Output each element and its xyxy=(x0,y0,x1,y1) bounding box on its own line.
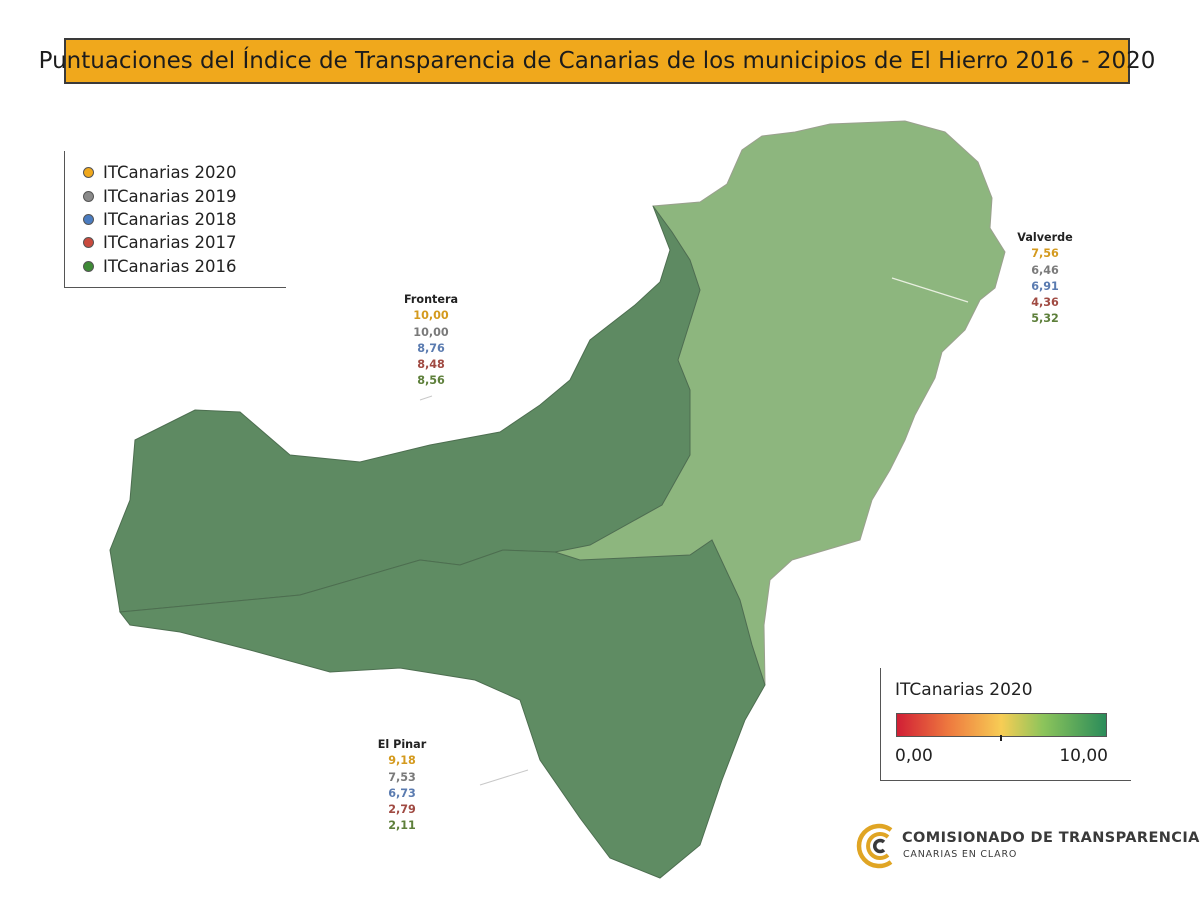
score-2019: 10,00 xyxy=(413,325,449,339)
score-2016: 5,32 xyxy=(1031,312,1059,326)
color-scale-title: ITCanarias 2020 xyxy=(895,680,1033,700)
legend-dot-icon xyxy=(83,260,94,272)
color-scale-min: 0,00 xyxy=(895,746,933,766)
map-title-text: Puntuaciones del Índice de Transparencia… xyxy=(38,48,1156,74)
legend-label: ITCanarias 2018 xyxy=(103,209,237,229)
color-scale-legend: ITCanarias 2020 0,00 10,00 xyxy=(880,668,1131,781)
legend-item-2019: ITCanarias 2019 xyxy=(83,184,286,207)
score-2019: 6,46 xyxy=(1031,263,1059,277)
score-2018: 6,73 xyxy=(388,786,416,800)
score-2020: 7,56 xyxy=(1031,247,1059,261)
municipality-name: Valverde xyxy=(1017,231,1073,244)
el-pinar-leader-line xyxy=(479,769,529,786)
legend-label: ITCanarias 2017 xyxy=(103,233,237,253)
logo: COMISIONADO DE TRANSPARENCIA CANARIAS EN… xyxy=(855,822,1199,872)
score-2020: 9,18 xyxy=(388,754,416,768)
municipality-label-el-pinar: El Pinar 9,18 7,53 6,73 2,79 2,11 xyxy=(365,737,439,835)
legend-dot-icon xyxy=(83,213,94,225)
score-2017: 8,48 xyxy=(417,358,445,372)
logo-c-icon xyxy=(856,823,893,869)
valverde-leader-line xyxy=(891,277,969,303)
legend-item-2016: ITCanarias 2016 xyxy=(83,255,286,278)
legend-label: ITCanarias 2020 xyxy=(103,163,237,183)
region-el-pinar[interactable] xyxy=(119,539,766,879)
frontera-leader-line xyxy=(419,395,433,401)
legend-item-2017: ITCanarias 2017 xyxy=(83,231,286,254)
color-scale-gradient xyxy=(896,713,1107,737)
score-2019: 7,53 xyxy=(388,770,416,784)
legend: ITCanarias 2020 ITCanarias 2019 ITCanari… xyxy=(64,151,286,288)
municipality-label-valverde: Valverde 7,56 6,46 6,91 4,36 5,32 xyxy=(1008,230,1082,328)
score-2016: 2,11 xyxy=(388,819,416,833)
municipality-name: Frontera xyxy=(403,293,459,306)
score-2017: 4,36 xyxy=(1031,296,1059,310)
map-title: Puntuaciones del Índice de Transparencia… xyxy=(39,38,1155,84)
region-frontera[interactable] xyxy=(109,205,701,613)
legend-dot-icon xyxy=(83,190,94,202)
score-2016: 8,56 xyxy=(417,374,445,388)
municipality-name: El Pinar xyxy=(377,738,427,751)
score-2018: 6,91 xyxy=(1031,279,1059,293)
score-2017: 2,79 xyxy=(388,803,416,817)
score-2020: 10,00 xyxy=(413,309,449,323)
legend-item-2020: ITCanarias 2020 xyxy=(83,161,286,184)
color-scale-max: 10,00 xyxy=(1059,746,1108,766)
color-scale-marker xyxy=(1000,735,1002,741)
legend-item-2018: ITCanarias 2018 xyxy=(83,208,286,231)
legend-dot-icon xyxy=(83,237,94,249)
logo-sub-text: CANARIAS EN CLARO xyxy=(903,849,1018,860)
legend-dot-icon xyxy=(83,167,94,179)
logo-main-text: COMISIONADO DE TRANSPARENCIA xyxy=(902,830,1200,846)
score-2018: 8,76 xyxy=(417,341,445,355)
legend-label: ITCanarias 2016 xyxy=(103,256,237,276)
legend-label: ITCanarias 2019 xyxy=(103,186,237,206)
municipality-label-frontera: Frontera 10,00 10,00 8,76 8,48 8,56 xyxy=(395,292,467,390)
